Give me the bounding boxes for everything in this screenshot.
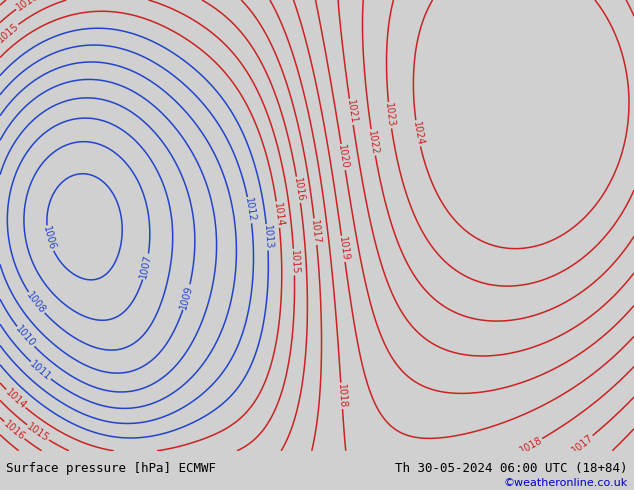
Text: ©weatheronline.co.uk: ©weatheronline.co.uk: [503, 478, 628, 488]
Text: 1015: 1015: [0, 21, 20, 45]
Text: 1008: 1008: [25, 290, 48, 316]
Text: 1018: 1018: [517, 435, 544, 456]
Text: 1016: 1016: [2, 419, 27, 442]
Text: 1022: 1022: [366, 129, 380, 155]
Text: 1012: 1012: [243, 197, 257, 223]
Text: 1017: 1017: [569, 432, 595, 456]
Text: 1006: 1006: [41, 225, 57, 251]
Text: 1013: 1013: [261, 225, 273, 250]
Text: 1023: 1023: [384, 102, 396, 128]
Text: 1020: 1020: [336, 144, 350, 170]
Text: 1017: 1017: [309, 219, 322, 245]
Text: 1010: 1010: [13, 324, 37, 349]
Text: 1018: 1018: [336, 383, 347, 408]
Text: 1014: 1014: [271, 202, 285, 227]
Text: 1021: 1021: [344, 99, 358, 125]
Text: Th 30-05-2024 06:00 UTC (18+84): Th 30-05-2024 06:00 UTC (18+84): [395, 462, 628, 475]
Text: 1024: 1024: [411, 121, 425, 147]
Text: 1019: 1019: [337, 236, 350, 262]
Text: 1016: 1016: [14, 0, 40, 13]
Text: 1007: 1007: [139, 253, 153, 280]
Text: 1016: 1016: [292, 177, 306, 203]
Text: 1015: 1015: [288, 249, 299, 274]
Text: Surface pressure [hPa] ECMWF: Surface pressure [hPa] ECMWF: [6, 462, 216, 475]
Text: 1015: 1015: [25, 421, 51, 444]
Text: 1014: 1014: [3, 387, 28, 411]
Text: 1011: 1011: [28, 359, 53, 382]
Text: 1009: 1009: [179, 284, 195, 310]
